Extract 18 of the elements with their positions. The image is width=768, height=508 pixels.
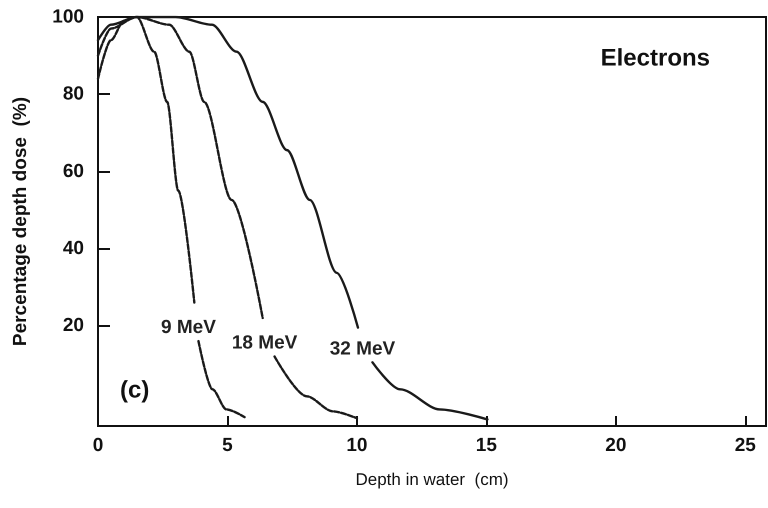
y-tick-label: 80 bbox=[62, 84, 84, 105]
x-tick-label: 20 bbox=[605, 435, 626, 456]
series-label: 18 MeV bbox=[232, 332, 298, 354]
y-tick-label: 100 bbox=[52, 6, 84, 28]
x-tick-label: 0 bbox=[92, 435, 104, 456]
series-label: 9 MeV bbox=[161, 317, 216, 338]
annotation: (c) bbox=[120, 376, 150, 404]
x-tick-label: 5 bbox=[222, 435, 234, 456]
series-label: 32 MeV bbox=[330, 338, 396, 360]
x-tick-label: 25 bbox=[734, 435, 756, 456]
y-axis-title: Percentage depth dose (%) bbox=[10, 96, 31, 346]
x-axis-title: Depth in water (cm) bbox=[355, 470, 509, 489]
y-tick-label: 60 bbox=[62, 160, 84, 182]
x-tick-label: 10 bbox=[346, 435, 368, 456]
x-tick-label: 15 bbox=[476, 435, 498, 456]
y-tick-label: 20 bbox=[62, 315, 84, 336]
annotation: Electrons bbox=[600, 44, 710, 72]
y-tick-label: 40 bbox=[62, 238, 84, 260]
